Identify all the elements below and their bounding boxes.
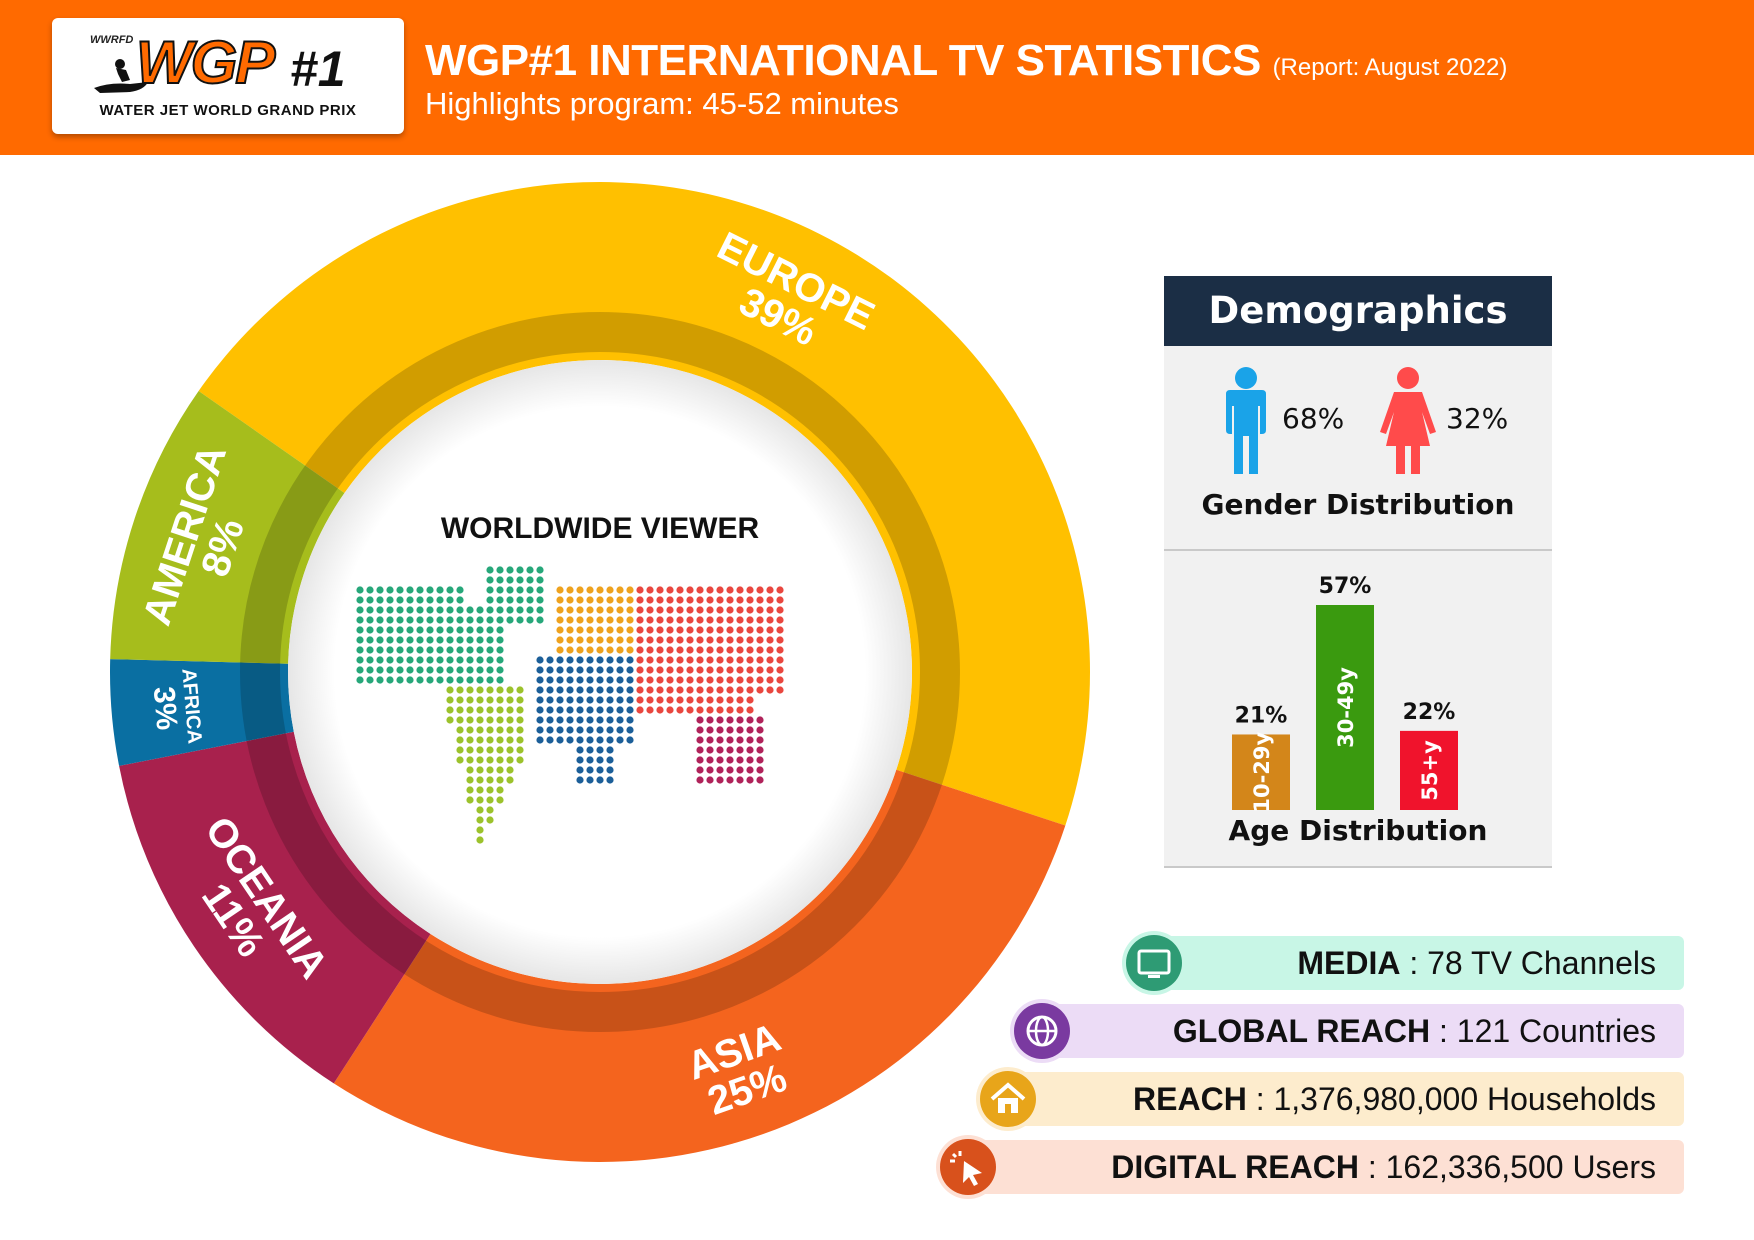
stat-value: : 78 TV Channels — [1400, 945, 1656, 981]
donut-slice-asia — [333, 769, 1066, 1162]
stat-global-reach: GLOBAL REACH : 121 Countries — [1040, 1004, 1684, 1058]
stat-text: REACH : 1,376,980,000 Households — [1133, 1072, 1656, 1126]
female-icon — [1380, 367, 1436, 474]
age-bar-category: 30-49y — [1334, 667, 1358, 748]
demographics-panel: Demographics 68% 32% Gender Distribution… — [1164, 276, 1552, 868]
gender-distribution-label: Gender Distribution — [1201, 488, 1515, 521]
stat-digital-reach: DIGITAL REACH : 162,336,500 Users — [966, 1140, 1684, 1194]
cursor-click-icon — [940, 1139, 996, 1195]
gender-row: 68% 32% — [1164, 366, 1552, 474]
donut-slice-america — [110, 390, 345, 664]
jet-ski-rider-icon — [94, 59, 148, 93]
inner-ring-shade — [240, 312, 960, 1032]
stat-label: GLOBAL REACH — [1172, 1013, 1431, 1049]
age-distribution-label: Age Distribution — [1228, 814, 1488, 847]
tv-icon — [1126, 935, 1182, 991]
region-percent: 3% — [147, 685, 183, 731]
donut-slice-africa — [109, 659, 294, 766]
worldwide-viewer-label: WORLDWIDE VIEWER — [440, 512, 760, 545]
stat-value: : 1,376,980,000 Households — [1246, 1081, 1656, 1117]
dotted-world-map-icon — [356, 566, 784, 844]
age-bar-value: 21% — [1235, 703, 1288, 728]
stat-text: GLOBAL REACH : 121 Countries — [1173, 1004, 1656, 1058]
age-bar-category: 10-29y — [1250, 732, 1274, 813]
age-bar-1 — [1316, 605, 1374, 810]
wgp-logo: WWRFD WGP #1 WATER JET WORLD GRAND PRIX — [52, 18, 404, 134]
page-subtitle: Highlights program: 45-52 minutes — [425, 86, 899, 121]
stat-label: REACH — [1133, 1081, 1247, 1117]
stat-reach: REACH : 1,376,980,000 Households — [1006, 1072, 1684, 1126]
female-percent: 32% — [1446, 402, 1509, 435]
stat-label: MEDIA — [1297, 945, 1401, 981]
age-bar-value: 22% — [1403, 700, 1456, 725]
stat-text: DIGITAL REACH : 162,336,500 Users — [1111, 1140, 1656, 1194]
logo-main-text: WGP — [135, 28, 276, 97]
title-main: WGP#1 INTERNATIONAL TV STATISTICS — [425, 36, 1261, 85]
age-distribution-chart: 21% 10-29y 57% 30-49y 22% 55+y — [1232, 574, 1458, 813]
globe-icon — [1014, 1003, 1070, 1059]
demographics-title: Demographics — [1164, 276, 1552, 346]
stat-value: : 162,336,500 Users — [1358, 1149, 1656, 1185]
donut-slice-oceania — [119, 731, 431, 1084]
male-icon — [1226, 367, 1266, 474]
age-bar-value: 57% — [1319, 574, 1372, 599]
logo-number-text: #1 — [290, 41, 346, 97]
demographics-bottom-line — [1164, 866, 1552, 868]
logo-top-text: WWRFD — [90, 34, 134, 46]
home-icon — [980, 1071, 1036, 1127]
male-percent: 68% — [1282, 402, 1345, 435]
header-banner: WWRFD WGP #1 WATER JET WORLD GRAND PRIX … — [0, 0, 1754, 155]
logo-subtitle: WATER JET WORLD GRAND PRIX — [99, 102, 357, 119]
age-bar-2 — [1400, 730, 1458, 810]
stat-value: : 121 Countries — [1430, 1013, 1656, 1049]
stat-label: DIGITAL REACH — [1111, 1149, 1359, 1185]
stat-media: MEDIA : 78 TV Channels — [1152, 936, 1684, 990]
region-donut-chart: EUROPE39%ASIA25%OCEANIA11%AFRICA3%AMERIC… — [109, 182, 1091, 1162]
report-date: (Report: August 2022) — [1272, 54, 1508, 81]
donut-slice-europe — [198, 182, 1091, 826]
age-bar-0 — [1232, 734, 1290, 810]
stat-text: MEDIA : 78 TV Channels — [1297, 936, 1656, 990]
demographics-divider — [1164, 549, 1552, 551]
page-title: WGP#1 INTERNATIONAL TV STATISTICS (Repor… — [425, 36, 1507, 86]
age-bar-category: 55+y — [1418, 740, 1442, 801]
